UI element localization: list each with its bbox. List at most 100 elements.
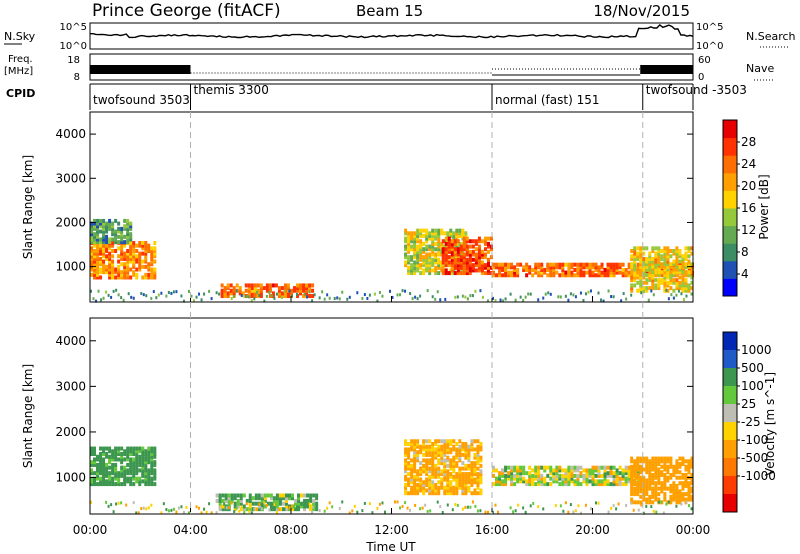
power-cell — [630, 267, 634, 272]
velocity-cell — [306, 501, 310, 506]
velocity-cell — [615, 476, 619, 481]
power-cell — [504, 267, 508, 272]
power-cell — [96, 267, 100, 272]
velocity-cell — [224, 496, 228, 501]
power-cell — [434, 255, 438, 260]
power-cell — [425, 244, 429, 249]
power-cell — [247, 286, 251, 291]
power-cell — [660, 278, 664, 283]
power-cell — [609, 273, 613, 278]
power-cell — [253, 283, 257, 288]
power-cell — [96, 264, 100, 269]
velocity-cell — [507, 465, 511, 470]
power-cell — [486, 268, 490, 273]
power-cell — [687, 272, 691, 277]
velocity-cell — [507, 476, 511, 481]
power-cell — [102, 224, 106, 229]
velocity-cell — [404, 466, 408, 471]
velocity-cell — [422, 441, 426, 446]
velocity-cell — [99, 471, 103, 476]
velocity-cell — [141, 449, 145, 454]
velocity-cell — [654, 489, 658, 494]
power-cell — [111, 241, 115, 246]
velocity-cell — [585, 482, 589, 487]
power-cell — [434, 260, 438, 265]
velocity-cell — [663, 464, 667, 469]
velocity-cell — [331, 505, 334, 509]
power-cell — [416, 263, 420, 268]
velocity-cell — [470, 444, 474, 449]
velocity-cell — [126, 452, 130, 457]
power-cell — [594, 273, 598, 278]
velocity-cell — [642, 467, 646, 472]
power-cell — [419, 271, 423, 276]
power-cell — [630, 254, 634, 259]
power-cell — [108, 226, 112, 231]
power-cell — [428, 268, 432, 273]
velocity-cell — [313, 504, 316, 508]
velocity-cell — [239, 501, 243, 506]
power-cell — [462, 252, 466, 257]
velocity-cell — [633, 472, 637, 477]
power-cell — [126, 264, 130, 269]
velocity-cell — [431, 452, 435, 457]
velocity-colorbar-label-5: -100 — [741, 433, 768, 447]
velocity-cell — [479, 444, 483, 449]
velocity-cell — [446, 455, 450, 460]
velocity-cell — [138, 482, 142, 487]
power-cell — [96, 240, 100, 245]
power-cell — [120, 254, 124, 259]
power-cell — [381, 294, 384, 298]
power-cell — [425, 257, 429, 262]
velocity-cell — [633, 489, 637, 494]
power-cell — [606, 273, 610, 278]
power-cell — [126, 237, 130, 242]
velocity-cell — [437, 472, 441, 477]
velocity-cell — [639, 467, 643, 472]
power-cell — [90, 246, 93, 251]
velocity-cell — [254, 501, 258, 506]
power-cell — [102, 296, 105, 300]
power-cell — [419, 231, 423, 236]
velocity-cell — [90, 482, 93, 487]
power-cell — [313, 293, 316, 297]
power-ytick-label-3: 4000 — [55, 127, 86, 141]
velocity-cell — [356, 510, 359, 514]
cpid-mode-label-0: twofsound 3503 — [93, 93, 190, 107]
power-cell — [504, 270, 508, 275]
velocity-cell — [663, 481, 667, 486]
velocity-cell — [464, 441, 468, 446]
velocity-cell — [528, 479, 532, 484]
power-cell — [439, 298, 442, 302]
power-cell — [407, 239, 411, 244]
power-cell — [96, 224, 100, 229]
velocity-cell — [93, 476, 97, 481]
velocity-cell — [449, 461, 453, 466]
velocity-cell — [452, 458, 456, 463]
velocity-cell — [461, 461, 465, 466]
velocity-cell — [549, 482, 553, 487]
power-cell — [654, 267, 658, 272]
velocity-cell — [132, 457, 136, 462]
power-cell — [111, 237, 115, 242]
velocity-cell — [117, 501, 120, 505]
power-cell — [681, 262, 685, 267]
velocity-cell — [275, 498, 279, 503]
velocity-cell — [410, 463, 414, 468]
power-cell — [90, 226, 93, 231]
velocity-cell — [632, 508, 635, 512]
velocity-cell — [630, 472, 634, 477]
velocity-cell — [416, 458, 420, 463]
velocity-colorbar-swatch-5 — [723, 422, 737, 441]
power-cell — [446, 255, 450, 260]
velocity-cell — [440, 455, 444, 460]
power-cell — [452, 255, 456, 260]
power-cell — [675, 272, 679, 277]
velocity-cell — [120, 501, 123, 505]
velocity-cell — [120, 482, 124, 487]
power-cell — [434, 268, 438, 273]
velocity-cell — [150, 454, 154, 459]
power-cell — [147, 272, 151, 277]
power-cell — [489, 247, 493, 252]
power-cell — [410, 236, 414, 241]
